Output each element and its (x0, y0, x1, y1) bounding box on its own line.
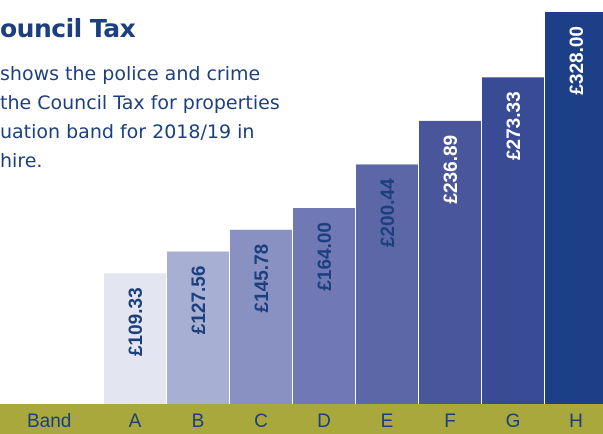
bar-value-label: £236.89 (441, 135, 462, 204)
bar-g (482, 77, 544, 405)
band-tick-label: H (569, 411, 583, 432)
bar-value-label: £200.44 (378, 178, 399, 247)
intro-text: shows the police and crime the Council T… (0, 60, 380, 176)
bar-d (293, 208, 355, 404)
band-tick-label: G (506, 411, 521, 432)
bar-f (419, 120, 481, 404)
bar-h (545, 12, 603, 404)
band-tick-label: A (129, 411, 142, 432)
band-tick-label: C (254, 411, 268, 432)
band-tick-label: F (444, 411, 456, 432)
bar-value-label: £328.00 (567, 26, 588, 95)
intro-line: the Council Tax for properties (0, 92, 280, 114)
intro-line: uation band for 2018/19 in (0, 121, 255, 143)
bar-a (104, 273, 166, 404)
band-tick-label: B (192, 411, 205, 432)
bar-value-label: £273.33 (504, 91, 525, 160)
bar-e (356, 164, 418, 404)
bar-value-label: £145.78 (252, 244, 273, 313)
band-tick-label: E (381, 411, 394, 432)
x-axis-label: Band (27, 411, 71, 432)
bar-value-label: £127.56 (189, 266, 210, 335)
page-title: ouncil Tax (0, 14, 136, 43)
band-tick-label: D (317, 411, 331, 432)
intro-line: hire. (0, 150, 43, 172)
intro-line: shows the police and crime (0, 63, 261, 85)
bar-value-label: £109.33 (126, 287, 147, 356)
bars-group: £109.33 £127.56 £145.78 £164.00 £200.44 £236.… (104, 12, 603, 405)
band-axis-strip (0, 404, 603, 434)
band-ticks: A B C D E F G H (129, 411, 583, 432)
bar-value-label: £164.00 (315, 222, 336, 291)
bar-b (167, 251, 229, 404)
bar-c (230, 229, 292, 404)
